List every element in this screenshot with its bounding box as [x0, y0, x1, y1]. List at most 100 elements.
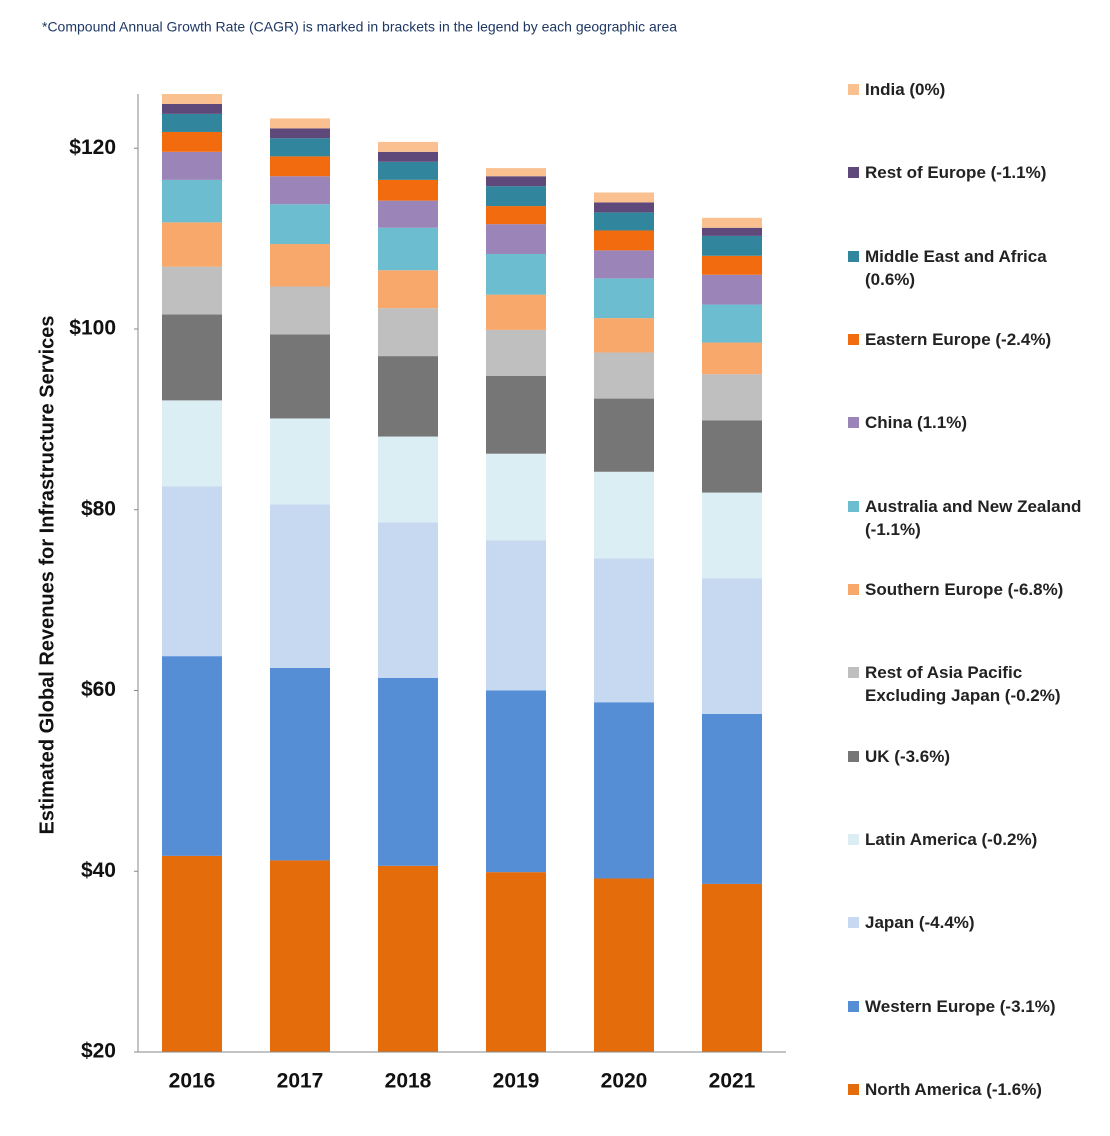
- legend-item: North America (-1.6%): [848, 1078, 1098, 1101]
- legend-swatch: [848, 667, 859, 679]
- bar-segment: [486, 540, 546, 691]
- bar-segment: [486, 176, 546, 187]
- legend-label: Rest of Asia Pacific Excluding Japan (-0…: [865, 663, 1061, 706]
- legend-item: Japan (-4.4%): [848, 911, 1098, 934]
- bar-segment: [594, 471, 654, 559]
- bar-segment: [162, 400, 222, 487]
- bar-segment: [594, 250, 654, 279]
- legend-swatch: [848, 334, 859, 345]
- bar-segment: [594, 878, 654, 1052]
- bar-segment: [486, 375, 546, 454]
- legend-item: Latin America (-0.2%): [848, 828, 1098, 851]
- legend-item: Australia and New Zealand (-1.1%): [848, 495, 1098, 541]
- y-tick-label: $60: [81, 678, 116, 701]
- bar-segment: [378, 227, 438, 271]
- bar-segment: [270, 204, 330, 245]
- legend-swatch: [848, 584, 859, 595]
- bar-segment: [702, 255, 762, 275]
- y-tick-label: $20: [81, 1040, 116, 1063]
- legend-label: Latin America (-0.2%): [865, 830, 1038, 849]
- bar-segment: [162, 314, 222, 401]
- bar-segment: [378, 356, 438, 437]
- legend-swatch: [848, 500, 859, 512]
- bar-segment: [270, 667, 330, 861]
- legend-swatch: [848, 84, 859, 95]
- bar-segment: [594, 702, 654, 879]
- legend-label: India (0%): [865, 80, 946, 99]
- bar-segment: [594, 230, 654, 251]
- legend-label: Japan (-4.4%): [865, 913, 975, 933]
- bar-segment: [486, 294, 546, 330]
- bar-segment: [486, 224, 546, 254]
- bar-segment: [702, 578, 762, 714]
- bar-segment: [162, 113, 222, 132]
- bar-segment: [486, 253, 546, 295]
- bar-segment: [162, 94, 222, 104]
- legend-label: North America (-1.6%): [865, 1080, 1042, 1099]
- bar-segment: [270, 244, 330, 287]
- legend-swatch: [848, 167, 859, 179]
- bar-segment: [270, 176, 330, 205]
- bar-segment: [486, 690, 546, 873]
- bar-segment: [594, 212, 654, 231]
- bar-segment: [702, 217, 762, 228]
- x-tick-label: 2016: [169, 1070, 216, 1093]
- x-tick-label: 2019: [493, 1070, 540, 1093]
- legend-item: India (0%): [848, 78, 1098, 101]
- y-tick-label: $80: [81, 497, 116, 520]
- bar-segment: [378, 179, 438, 201]
- y-axis-label: Estimated Global Revenues for Infrastruc…: [36, 315, 58, 834]
- bar-segment: [702, 274, 762, 305]
- bar-segment: [486, 453, 546, 541]
- bar-segment: [594, 558, 654, 703]
- bar-segment: [594, 352, 654, 399]
- legend-swatch: [848, 250, 859, 262]
- legend-item: Western Europe (-3.1%): [848, 995, 1098, 1018]
- bar-segment: [702, 492, 762, 579]
- bar-segment: [378, 436, 438, 523]
- legend-label: Rest of Europe (-1.1%): [865, 163, 1047, 183]
- bar-segment: [378, 151, 438, 162]
- bar-segment: [702, 374, 762, 421]
- bar-segment: [702, 304, 762, 343]
- legend-swatch: [848, 917, 859, 929]
- note: *Compound Annual Growth Rate (CAGR) is m…: [42, 19, 677, 35]
- bar-segment: [270, 860, 330, 1052]
- bar-segment: [702, 342, 762, 375]
- bar-segment: [378, 865, 438, 1052]
- legend-label: UK (-3.6%): [865, 746, 951, 766]
- bar-segment: [270, 334, 330, 419]
- bar-segment: [594, 278, 654, 319]
- bar-segment: [378, 677, 438, 866]
- bar-segment: [162, 855, 222, 1052]
- bar-segment: [270, 156, 330, 177]
- bar-segment: [378, 308, 438, 357]
- legend-swatch: [848, 834, 859, 845]
- legend-swatch: [848, 1084, 859, 1095]
- bar-segment: [702, 883, 762, 1052]
- bar-segment: [162, 486, 222, 657]
- bar-segment: [270, 504, 330, 668]
- bar-segment: [702, 420, 762, 493]
- bar-segment: [162, 103, 222, 114]
- bar-segment: [162, 151, 222, 180]
- bar-segment: [702, 235, 762, 256]
- bar-segment: [486, 329, 546, 376]
- bar-segment: [486, 168, 546, 177]
- legend-swatch: [848, 417, 859, 429]
- y-tick-label: $120: [69, 136, 116, 159]
- y-tick-label: $40: [81, 859, 116, 882]
- bar-segment: [378, 141, 438, 152]
- legend-label: China (1.1%): [865, 413, 968, 433]
- bar-segment: [162, 222, 222, 267]
- bar-segment: [594, 318, 654, 353]
- bar-segment: [594, 398, 654, 472]
- x-tick-label: 2018: [385, 1070, 432, 1093]
- legend-item: UK (-3.6%): [848, 745, 1098, 768]
- x-tick-label: 2020: [601, 1070, 648, 1093]
- bar-segment: [378, 200, 438, 228]
- bar-segment: [486, 206, 546, 225]
- legend-item: Rest of Asia Pacific Excluding Japan (-0…: [848, 661, 1098, 707]
- bar-segment: [702, 713, 762, 884]
